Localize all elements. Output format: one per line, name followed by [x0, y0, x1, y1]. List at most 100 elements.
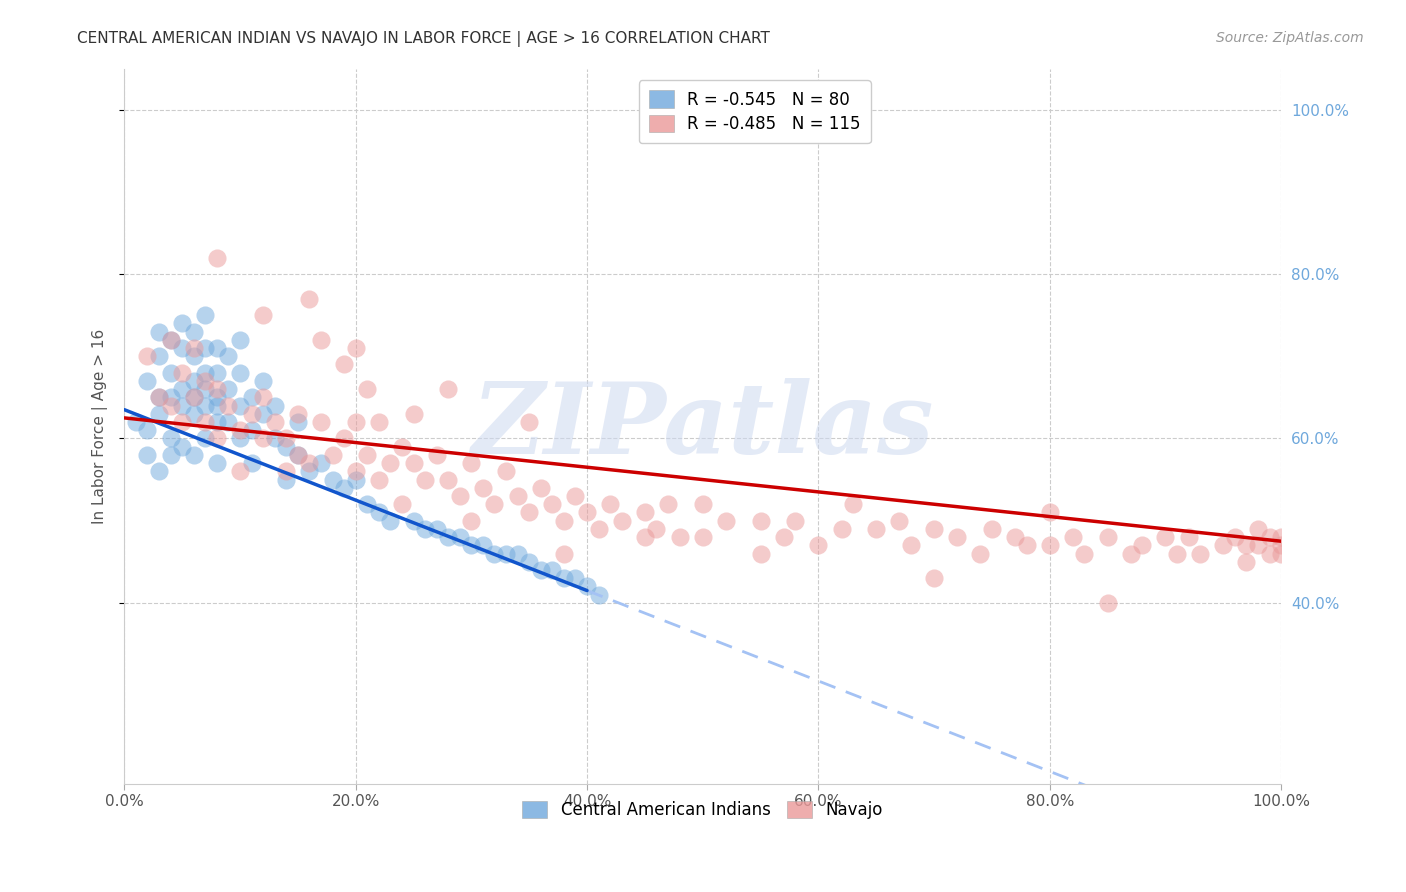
- Point: [298, 292, 321, 306]
- Point: [136, 349, 159, 363]
- Point: [576, 505, 599, 519]
- Point: [402, 514, 425, 528]
- Point: [437, 382, 460, 396]
- Point: [217, 415, 239, 429]
- Point: [183, 390, 205, 404]
- Point: [426, 448, 449, 462]
- Point: [380, 514, 402, 528]
- Point: [1189, 547, 1212, 561]
- Point: [541, 563, 564, 577]
- Point: [298, 464, 321, 478]
- Point: [148, 390, 170, 404]
- Point: [553, 571, 575, 585]
- Point: [240, 456, 263, 470]
- Point: [657, 497, 679, 511]
- Point: [1062, 530, 1084, 544]
- Point: [564, 489, 586, 503]
- Point: [1097, 596, 1119, 610]
- Point: [172, 317, 194, 331]
- Point: [367, 505, 389, 519]
- Point: [530, 481, 553, 495]
- Point: [172, 341, 194, 355]
- Point: [322, 473, 344, 487]
- Point: [194, 374, 217, 388]
- Point: [1247, 522, 1270, 536]
- Point: [1039, 505, 1062, 519]
- Point: [1234, 538, 1257, 552]
- Point: [194, 366, 217, 380]
- Point: [183, 448, 205, 462]
- Point: [205, 366, 228, 380]
- Point: [634, 505, 657, 519]
- Point: [495, 547, 517, 561]
- Point: [172, 366, 194, 380]
- Point: [205, 399, 228, 413]
- Point: [517, 415, 540, 429]
- Point: [553, 514, 575, 528]
- Point: [1154, 530, 1177, 544]
- Point: [159, 333, 181, 347]
- Point: [344, 464, 367, 478]
- Point: [125, 415, 148, 429]
- Point: [471, 538, 494, 552]
- Point: [356, 448, 378, 462]
- Point: [402, 407, 425, 421]
- Y-axis label: In Labor Force | Age > 16: In Labor Force | Age > 16: [93, 328, 108, 524]
- Point: [172, 440, 194, 454]
- Point: [1270, 530, 1292, 544]
- Point: [1073, 547, 1095, 561]
- Point: [1177, 530, 1199, 544]
- Point: [980, 522, 1002, 536]
- Point: [484, 547, 506, 561]
- Point: [367, 473, 389, 487]
- Point: [205, 456, 228, 470]
- Point: [194, 382, 217, 396]
- Point: [148, 464, 170, 478]
- Point: [263, 399, 285, 413]
- Point: [298, 456, 321, 470]
- Point: [287, 407, 309, 421]
- Point: [495, 464, 517, 478]
- Point: [1119, 547, 1142, 561]
- Point: [1212, 538, 1234, 552]
- Point: [240, 407, 263, 421]
- Point: [148, 325, 170, 339]
- Point: [530, 563, 553, 577]
- Point: [506, 547, 529, 561]
- Point: [194, 432, 217, 446]
- Point: [599, 497, 621, 511]
- Point: [1015, 538, 1038, 552]
- Point: [749, 547, 772, 561]
- Point: [889, 514, 911, 528]
- Point: [229, 464, 252, 478]
- Point: [159, 432, 181, 446]
- Point: [1039, 538, 1062, 552]
- Point: [517, 555, 540, 569]
- Point: [136, 423, 159, 437]
- Text: Source: ZipAtlas.com: Source: ZipAtlas.com: [1216, 31, 1364, 45]
- Point: [471, 481, 494, 495]
- Point: [252, 308, 274, 322]
- Point: [692, 497, 714, 511]
- Point: [333, 481, 356, 495]
- Point: [344, 341, 367, 355]
- Point: [287, 448, 309, 462]
- Point: [194, 399, 217, 413]
- Point: [205, 382, 228, 396]
- Point: [1270, 538, 1292, 552]
- Point: [183, 390, 205, 404]
- Point: [252, 432, 274, 446]
- Point: [449, 489, 471, 503]
- Point: [356, 382, 378, 396]
- Point: [333, 358, 356, 372]
- Text: CENTRAL AMERICAN INDIAN VS NAVAJO IN LABOR FORCE | AGE > 16 CORRELATION CHART: CENTRAL AMERICAN INDIAN VS NAVAJO IN LAB…: [77, 31, 770, 47]
- Point: [969, 547, 991, 561]
- Point: [183, 325, 205, 339]
- Point: [287, 415, 309, 429]
- Point: [541, 497, 564, 511]
- Point: [460, 456, 482, 470]
- Point: [217, 349, 239, 363]
- Point: [668, 530, 690, 544]
- Point: [309, 456, 332, 470]
- Point: [159, 366, 181, 380]
